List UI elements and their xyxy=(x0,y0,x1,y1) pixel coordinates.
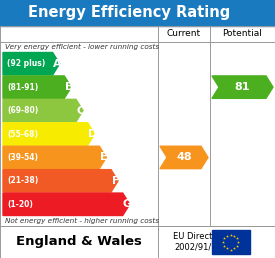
Text: 81: 81 xyxy=(235,82,250,92)
Text: Very energy efficient - lower running costs: Very energy efficient - lower running co… xyxy=(5,44,159,50)
Polygon shape xyxy=(3,99,83,122)
Polygon shape xyxy=(160,146,208,169)
Text: (21-38): (21-38) xyxy=(7,176,38,185)
Text: (39-54): (39-54) xyxy=(7,153,38,162)
Bar xyxy=(211,230,249,254)
Text: Energy Efficiency Rating: Energy Efficiency Rating xyxy=(28,5,230,20)
Text: England & Wales: England & Wales xyxy=(16,236,142,248)
Text: Potential: Potential xyxy=(222,29,262,38)
Polygon shape xyxy=(3,123,95,145)
Text: E: E xyxy=(100,152,108,163)
Text: A: A xyxy=(53,59,61,69)
Text: EU Directive
2002/91/EC: EU Directive 2002/91/EC xyxy=(173,232,225,252)
Text: G: G xyxy=(123,199,132,209)
Text: (81-91): (81-91) xyxy=(7,83,38,92)
Text: (69-80): (69-80) xyxy=(7,106,38,115)
Text: B: B xyxy=(65,82,73,92)
Polygon shape xyxy=(212,76,273,98)
Text: (92 plus): (92 plus) xyxy=(7,59,45,68)
Polygon shape xyxy=(3,193,130,215)
Text: Not energy efficient - higher running costs: Not energy efficient - higher running co… xyxy=(5,218,159,224)
Bar xyxy=(0,26,275,226)
Text: 48: 48 xyxy=(176,152,192,163)
Polygon shape xyxy=(3,146,106,169)
Polygon shape xyxy=(3,76,71,98)
Text: C: C xyxy=(76,106,85,116)
Text: Current: Current xyxy=(167,29,201,38)
Text: D: D xyxy=(87,129,97,139)
Polygon shape xyxy=(3,170,118,192)
Text: (55-68): (55-68) xyxy=(7,130,38,139)
Text: F: F xyxy=(112,176,119,186)
Bar xyxy=(0,0,275,26)
Text: (1-20): (1-20) xyxy=(7,200,33,209)
Polygon shape xyxy=(3,52,60,75)
Bar xyxy=(0,226,275,258)
